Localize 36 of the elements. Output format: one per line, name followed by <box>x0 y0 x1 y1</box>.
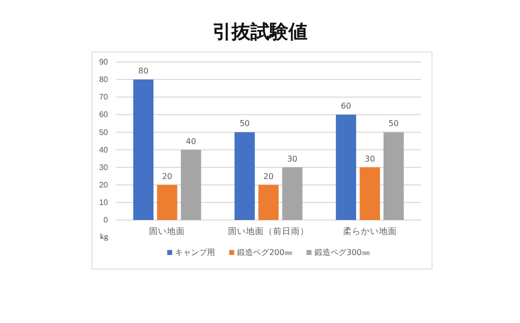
y-tick-label: 20 <box>99 180 109 190</box>
y-tick-label: 70 <box>99 92 109 102</box>
bar <box>133 80 154 220</box>
data-label: 50 <box>240 119 250 128</box>
x-tick-label: 柔らかい地面 <box>342 226 397 236</box>
bar <box>157 184 178 220</box>
legend-label: 鍛造ペグ300㎜ <box>314 248 370 257</box>
data-label: 20 <box>162 172 172 181</box>
y-tick-label: 60 <box>99 110 109 120</box>
bar <box>282 167 302 220</box>
chart-title: 引抜試験値 <box>212 21 308 43</box>
y-axis-title: kg <box>100 232 108 241</box>
data-label: 30 <box>364 154 375 164</box>
data-label: 40 <box>186 136 196 146</box>
y-tick-label: 30 <box>99 162 109 172</box>
data-label: 80 <box>138 66 148 76</box>
data-label: 30 <box>287 154 298 164</box>
bar <box>336 114 356 220</box>
y-tick-label: 0 <box>104 216 109 225</box>
bar <box>180 150 202 220</box>
bar <box>384 132 404 220</box>
bar <box>234 132 255 220</box>
y-tick-label: 90 <box>99 58 109 67</box>
x-tick-label: 固い地面（前日雨） <box>228 226 309 236</box>
legend-label: キャンプ用 <box>175 248 216 257</box>
y-tick-label: 10 <box>99 198 109 208</box>
x-tick-label: 固い地面 <box>149 226 186 236</box>
legend-label: 鍛造ペグ200㎜ <box>237 248 292 257</box>
bar <box>360 167 380 220</box>
data-label: 60 <box>340 102 352 111</box>
y-tick-label: 80 <box>99 75 109 84</box>
y-tick-label: 50 <box>99 128 109 137</box>
y-tick-label: 40 <box>99 145 109 154</box>
bar <box>258 184 279 220</box>
data-label: 20 <box>263 172 274 181</box>
data-label: 50 <box>388 119 399 128</box>
